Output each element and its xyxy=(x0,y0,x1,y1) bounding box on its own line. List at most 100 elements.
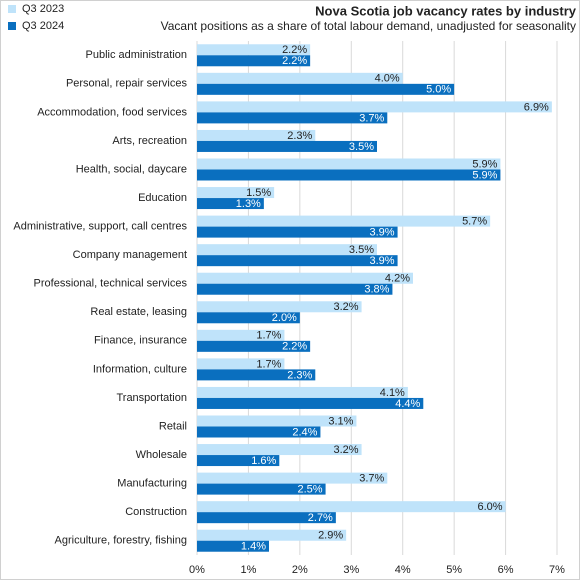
bar xyxy=(197,329,285,341)
value-label: 3.1% xyxy=(328,415,353,427)
value-label: 1.4% xyxy=(241,541,266,553)
bar xyxy=(197,158,501,170)
y-tick-label: Public administration xyxy=(86,49,188,61)
value-label: 2.3% xyxy=(287,369,312,381)
value-label: 1.6% xyxy=(251,455,276,467)
bar xyxy=(197,444,362,456)
bar xyxy=(197,255,398,267)
x-tick-label: 2% xyxy=(292,564,308,576)
value-label: 2.3% xyxy=(287,130,312,142)
y-tick-label: Arts, recreation xyxy=(112,135,187,147)
y-tick-label: Company management xyxy=(73,249,187,261)
value-label: 4.1% xyxy=(380,387,405,399)
bar xyxy=(197,244,377,256)
value-label: 6.0% xyxy=(477,501,502,513)
x-tick-label: 7% xyxy=(549,564,565,576)
value-label: 3.9% xyxy=(369,227,394,239)
value-label: 1.7% xyxy=(256,358,281,370)
bar xyxy=(197,340,311,352)
legend-swatch xyxy=(8,5,16,13)
bar xyxy=(197,272,413,284)
y-tick-label: Education xyxy=(138,192,187,204)
y-tick-label: Personal, repair services xyxy=(66,78,188,90)
value-label: 5.9% xyxy=(472,169,497,181)
value-label: 5.7% xyxy=(462,216,487,228)
y-tick-label: Real estate, leasing xyxy=(90,306,187,318)
legend-label: Q3 2024 xyxy=(22,20,64,32)
value-label: 2.9% xyxy=(318,530,343,542)
x-tick-label: 0% xyxy=(189,564,205,576)
y-tick-label: Manufacturing xyxy=(117,478,187,490)
chart-subtitle: Vacant positions as a share of total lab… xyxy=(161,19,576,33)
bar xyxy=(197,529,347,541)
y-tick-label: Professional, technical services xyxy=(34,278,188,290)
value-label: 2.2% xyxy=(282,341,307,353)
bar xyxy=(197,301,362,313)
bar xyxy=(197,112,388,124)
bar xyxy=(197,101,552,113)
legend-swatch xyxy=(8,22,16,30)
bar xyxy=(197,483,326,495)
bar xyxy=(197,369,316,381)
value-label: 3.8% xyxy=(364,284,389,296)
bar xyxy=(197,55,311,67)
bar xyxy=(197,198,264,210)
value-label: 3.5% xyxy=(349,244,374,256)
value-label: 3.2% xyxy=(333,444,358,456)
x-tick-label: 1% xyxy=(240,564,256,576)
bar xyxy=(197,215,491,227)
value-label: 4.2% xyxy=(385,273,410,285)
bar xyxy=(197,72,403,84)
y-tick-label: Health, social, daycare xyxy=(76,163,187,175)
bar xyxy=(197,283,393,295)
value-label: 5.9% xyxy=(472,158,497,170)
bar xyxy=(197,44,311,56)
y-tick-label: Transportation xyxy=(116,392,187,404)
value-label: 3.7% xyxy=(359,473,384,485)
value-label: 4.0% xyxy=(375,73,400,85)
bar xyxy=(197,187,275,199)
bar xyxy=(197,358,285,370)
bar xyxy=(197,386,408,398)
value-label: 2.0% xyxy=(272,312,297,324)
value-label: 1.3% xyxy=(236,198,261,210)
y-tick-label: Wholesale xyxy=(136,449,187,461)
value-label: 3.2% xyxy=(333,301,358,313)
bar xyxy=(197,397,424,409)
y-tick-label: Administrative, support, call centres xyxy=(13,221,187,233)
bar xyxy=(197,540,269,552)
value-label: 3.7% xyxy=(359,112,384,124)
x-tick-label: 5% xyxy=(446,564,462,576)
bar xyxy=(197,83,455,95)
value-label: 2.4% xyxy=(292,426,317,438)
value-label: 1.7% xyxy=(256,330,281,342)
value-label: 2.2% xyxy=(282,44,307,56)
value-label: 5.0% xyxy=(426,84,451,96)
y-tick-label: Finance, insurance xyxy=(94,335,187,347)
bar xyxy=(197,415,357,427)
bar xyxy=(197,426,321,438)
bar xyxy=(197,512,336,524)
value-label: 1.5% xyxy=(246,187,271,199)
bar xyxy=(197,129,316,141)
value-label: 4.4% xyxy=(395,398,420,410)
value-label: 3.9% xyxy=(369,255,394,267)
value-label: 2.5% xyxy=(297,484,322,496)
x-tick-label: 4% xyxy=(395,564,411,576)
value-label: 3.5% xyxy=(349,141,374,153)
y-tick-label: Retail xyxy=(159,420,187,432)
x-tick-label: 3% xyxy=(343,564,359,576)
y-tick-label: Agriculture, forestry, fishing xyxy=(55,535,187,547)
bar xyxy=(197,140,377,152)
bar xyxy=(197,312,300,324)
bar xyxy=(197,501,506,513)
bar xyxy=(197,455,280,467)
y-tick-label: Accommodation, food services xyxy=(37,106,187,118)
value-label: 2.2% xyxy=(282,55,307,67)
x-tick-label: 6% xyxy=(498,564,514,576)
y-tick-label: Construction xyxy=(125,506,187,518)
chart-title: Nova Scotia job vacancy rates by industr… xyxy=(315,3,577,18)
value-label: 2.7% xyxy=(308,512,333,524)
value-label: 6.9% xyxy=(524,101,549,113)
